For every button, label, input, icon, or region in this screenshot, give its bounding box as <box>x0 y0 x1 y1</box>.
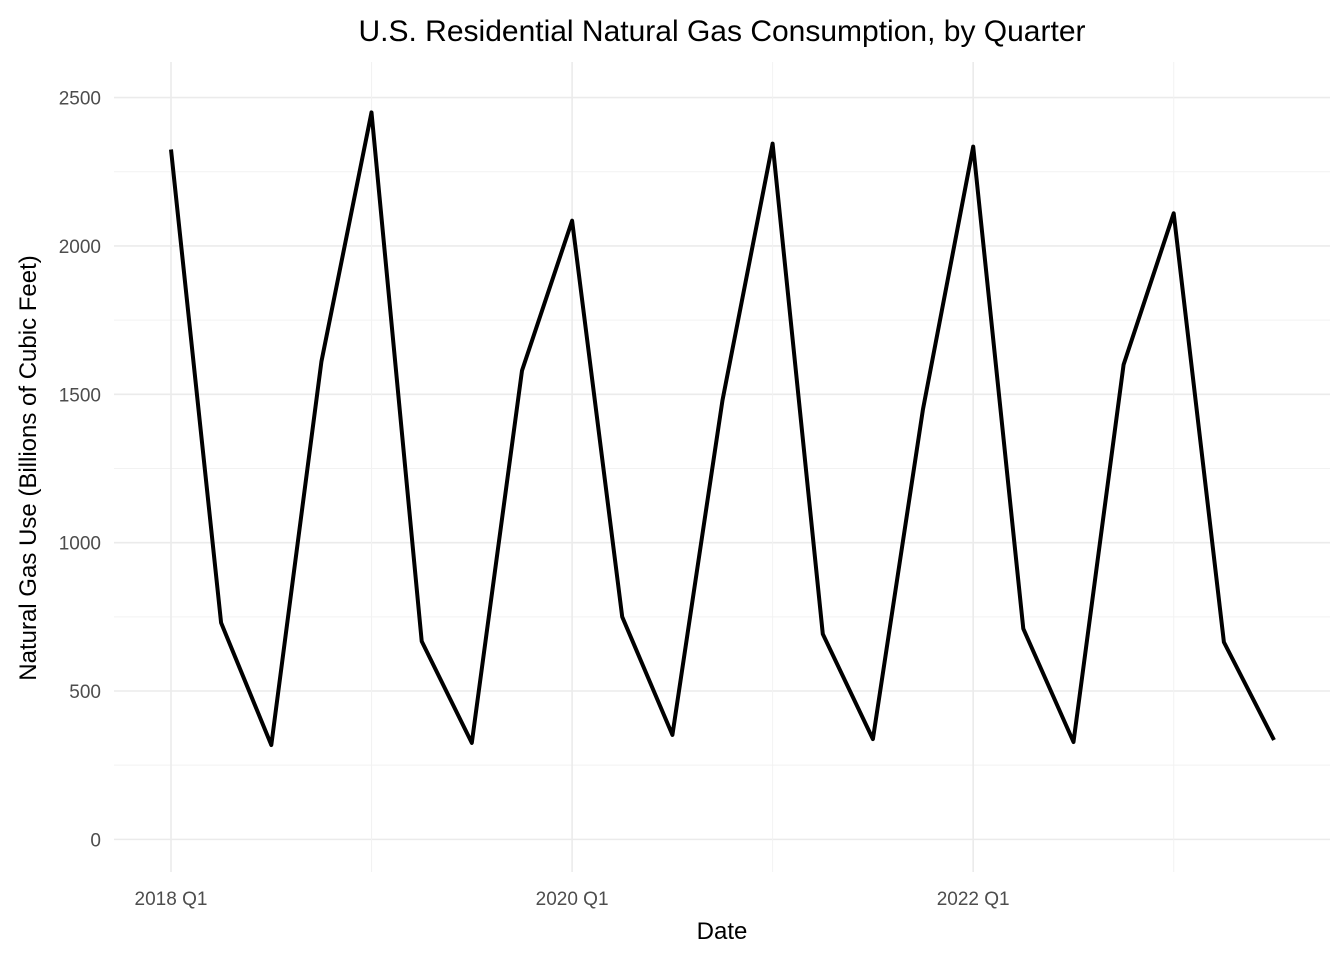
x-tick-label: 2020 Q1 <box>536 889 609 910</box>
y-tick-label: 1500 <box>59 385 101 406</box>
chart-title: U.S. Residential Natural Gas Consumption… <box>359 15 1086 48</box>
y-axis-title: Natural Gas Use (Billions of Cubic Feet) <box>15 255 42 680</box>
x-tick-labels: 2018 Q1 2020 Q1 2022 Q1 <box>135 889 1010 910</box>
x-tick-label: 2022 Q1 <box>937 889 1010 910</box>
y-tick-label: 2000 <box>59 237 101 258</box>
x-tick-label: 2018 Q1 <box>135 889 208 910</box>
y-tick-label: 0 <box>90 830 101 851</box>
grid-lines <box>114 62 1330 872</box>
series-lines <box>169 110 1276 747</box>
y-tick-labels: 0 500 1000 1500 2000 2500 <box>59 89 101 852</box>
y-tick-label: 2500 <box>59 89 101 110</box>
y-tick-label: 500 <box>69 682 101 703</box>
y-tick-label: 1000 <box>59 534 101 555</box>
x-axis-title: Date <box>697 918 748 945</box>
series-line <box>169 110 1276 747</box>
